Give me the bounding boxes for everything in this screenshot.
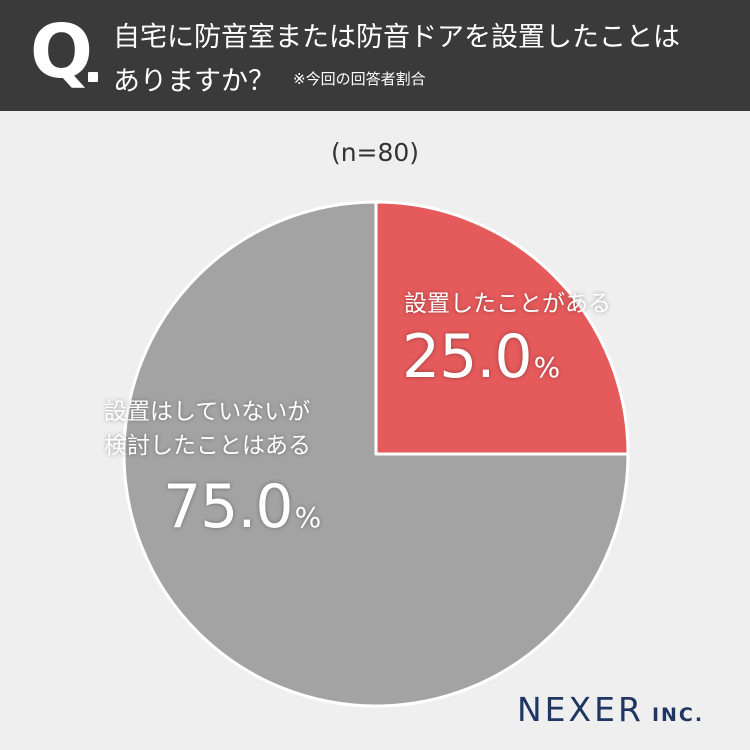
logo-name: NEXER bbox=[517, 690, 644, 729]
slice-value-considered: 75.0% bbox=[163, 472, 321, 542]
slice-label-considered-line1: 設置はしていないが bbox=[104, 399, 311, 425]
question-mark-letter: Q bbox=[30, 9, 93, 95]
slice-label-considered: 設置はしていないが 検討したことはある bbox=[104, 395, 311, 463]
slice-value-considered-number: 75.0 bbox=[163, 472, 294, 542]
question-dot bbox=[88, 72, 98, 82]
logo-suffix: INC. bbox=[651, 704, 705, 726]
respondent-note: ※今回の回答者割合 bbox=[293, 69, 426, 88]
slice-value-considered-unit: % bbox=[294, 501, 322, 534]
slice-label-installed: 設置したことがある bbox=[404, 291, 611, 317]
sample-size: (n=80) bbox=[330, 138, 420, 167]
question-text-line1: 自宅に防音室または防音ドアを設置したことは bbox=[113, 22, 680, 53]
slice-label-considered-line2: 検討したことはある bbox=[104, 433, 311, 459]
pie-slice-considered bbox=[122, 200, 630, 708]
slice-value-installed-unit: % bbox=[533, 351, 561, 384]
slice-value-installed: 25.0% bbox=[402, 322, 560, 392]
slice-value-installed-number: 25.0 bbox=[402, 322, 533, 392]
pie-slice-installed bbox=[374, 200, 630, 456]
question-text-line2-row: ありますか？ ※今回の回答者割合 bbox=[113, 58, 426, 98]
question-text-line2: ありますか？ bbox=[113, 65, 275, 97]
question-header: Q 自宅に防音室または防音ドアを設置したことは ありますか？ ※今回の回答者割合 bbox=[0, 0, 750, 111]
nexer-logo: NEXER INC. bbox=[517, 690, 704, 729]
